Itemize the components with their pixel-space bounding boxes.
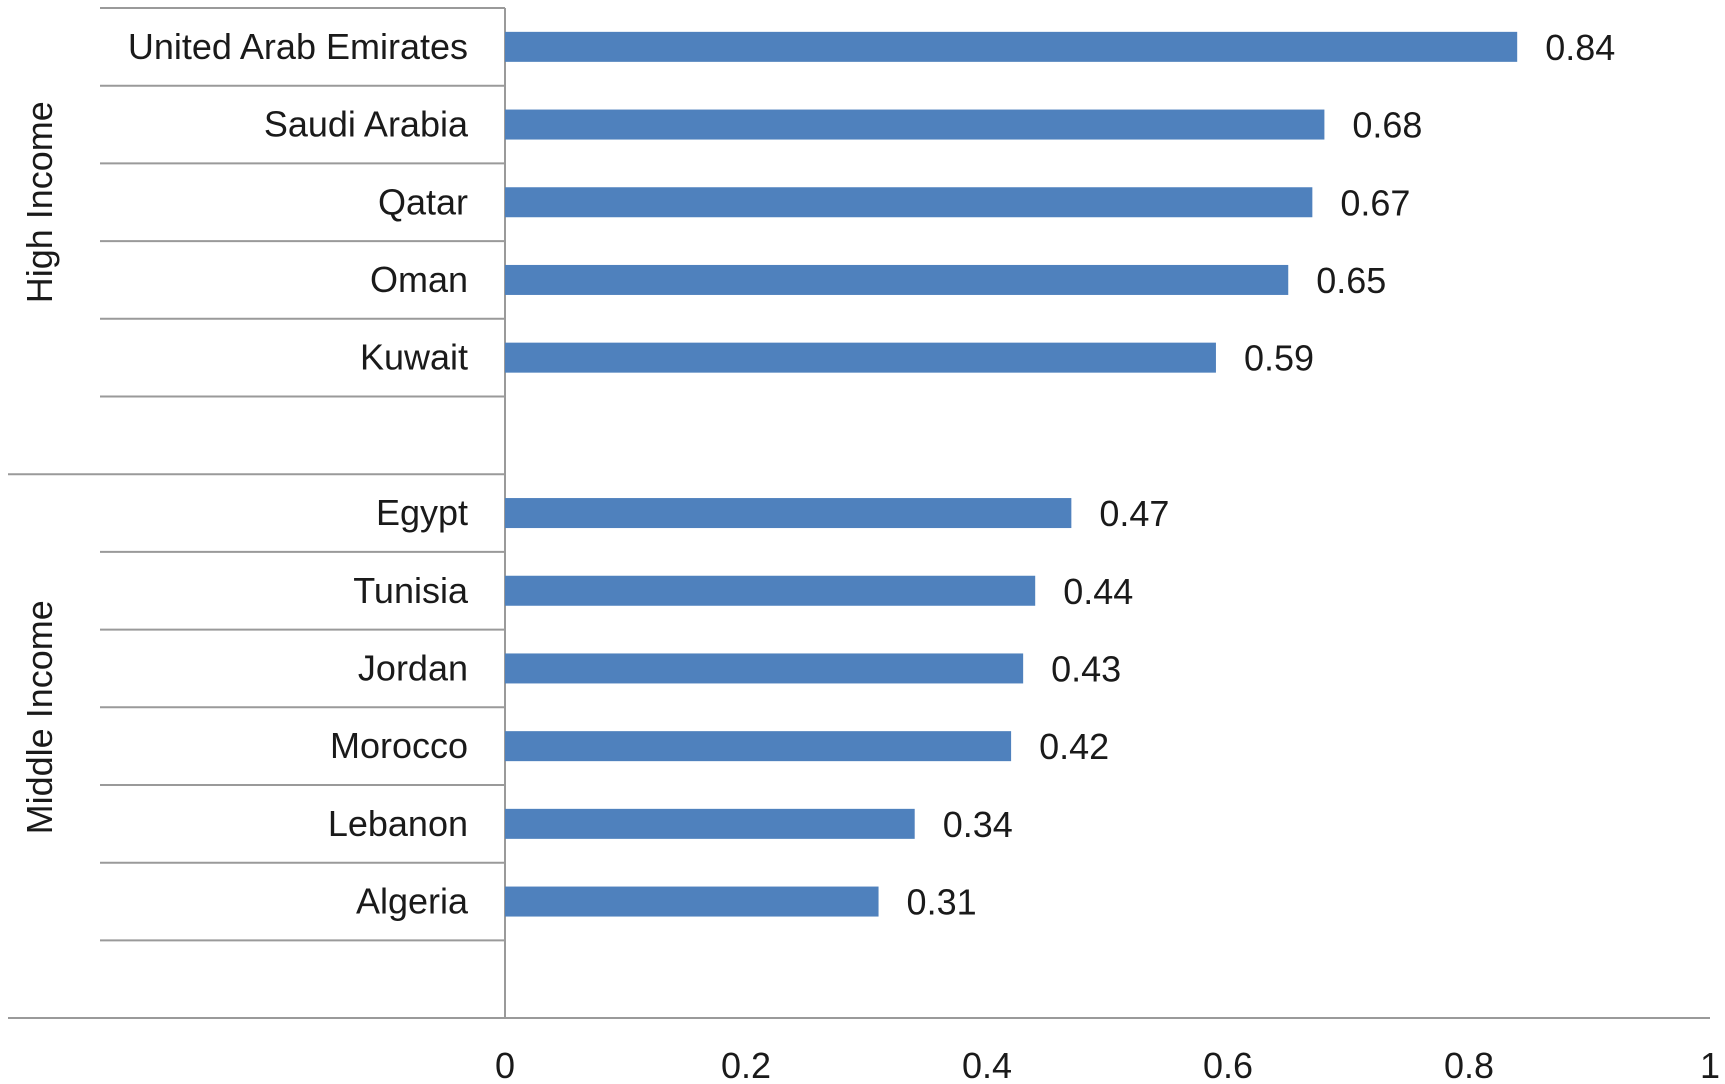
- bar: [505, 808, 915, 839]
- bar: [505, 886, 879, 917]
- category-label: Qatar: [378, 181, 468, 222]
- data-label: 0.31: [907, 882, 977, 923]
- category-label: Oman: [370, 259, 468, 300]
- x-tick-label: 0.6: [1203, 1045, 1253, 1084]
- bar: [505, 187, 1313, 218]
- data-label: 0.43: [1051, 648, 1121, 689]
- data-label: 0.84: [1545, 27, 1615, 68]
- category-label: Algeria: [356, 881, 469, 922]
- bar: [505, 264, 1289, 295]
- category-label: Lebanon: [328, 803, 468, 844]
- data-label: 0.59: [1244, 338, 1314, 379]
- x-tick-label: 0.4: [962, 1045, 1012, 1084]
- data-label: 0.67: [1340, 182, 1410, 223]
- category-label: Egypt: [376, 492, 468, 533]
- data-label: 0.65: [1316, 260, 1386, 301]
- category-label: Saudi Arabia: [264, 104, 469, 145]
- data-label: 0.34: [943, 804, 1013, 845]
- data-label: 0.47: [1099, 493, 1169, 534]
- category-label: Kuwait: [360, 337, 468, 378]
- category-label: Jordan: [358, 647, 468, 688]
- x-tick-label: 0.8: [1444, 1045, 1494, 1084]
- data-label: 0.68: [1352, 105, 1422, 146]
- data-label: 0.44: [1063, 571, 1133, 612]
- category-label: Morocco: [330, 725, 468, 766]
- group-label: High Income: [19, 101, 60, 303]
- category-label: United Arab Emirates: [128, 26, 468, 67]
- x-tick-label: 0: [495, 1045, 515, 1084]
- bar: [505, 498, 1072, 529]
- data-label: 0.42: [1039, 726, 1109, 767]
- x-tick-label: 0.2: [721, 1045, 771, 1084]
- group-label: Middle Income: [19, 600, 60, 834]
- bar: [505, 31, 1518, 62]
- bar: [505, 575, 1036, 606]
- category-label: Tunisia: [353, 570, 469, 611]
- bar: [505, 342, 1216, 373]
- bar: [505, 731, 1012, 762]
- bar: [505, 653, 1024, 684]
- bar: [505, 109, 1325, 140]
- x-tick-label: 1: [1700, 1045, 1720, 1084]
